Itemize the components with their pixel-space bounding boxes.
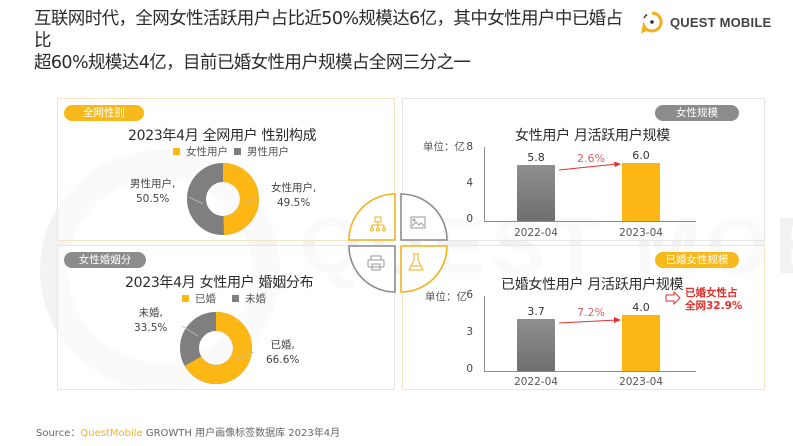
gender-panel: 全网性别 2023年4月 全网用户 性别构成 女性用户 男性用户 男性用户, 5…	[57, 98, 395, 241]
bar-2022-value: 3.7	[527, 305, 545, 318]
x-axis	[484, 371, 696, 372]
female-scale-tag: 女性规模	[655, 105, 739, 121]
ytick: 3	[466, 326, 473, 338]
married-scale-panel: 已婚女性规模 已婚女性用户 月活跃用户规模 单位：亿 6 3 0 3.7 4.0…	[402, 245, 765, 390]
source-detail: GROWTH 用户画像标签数据库 2023年4月	[142, 428, 341, 439]
x-category: 2022-04	[514, 227, 558, 239]
growth-arrow	[558, 317, 621, 324]
legend-unmarried: 未婚	[245, 293, 266, 305]
headline-line1: 互联网时代，全网女性活跃用户占比近50%规模达6亿，其中女性用户中已婚占比	[34, 9, 623, 51]
questmobile-logo: QUEST MOBILE	[640, 10, 771, 34]
bar-2022	[517, 165, 555, 221]
printer-icon	[367, 255, 385, 271]
quadrant-cluster	[348, 193, 448, 293]
ytick: 0	[466, 213, 473, 225]
legend-swatch-married	[182, 295, 189, 302]
gender-label-female: 女性用户, 49.5%	[271, 182, 317, 209]
bar-2023	[622, 163, 660, 221]
image-icon	[410, 216, 426, 229]
marriage-label-married: 已婚, 66.6%	[266, 339, 300, 366]
legend-swatch-female	[173, 148, 180, 155]
legend-swatch-unmarried	[232, 295, 239, 302]
married-scale-title: 已婚女性用户 月活跃用户规模	[501, 277, 684, 293]
bar-2023	[622, 315, 660, 371]
married-share-note: 已婚女性占 全网32.9%	[685, 287, 743, 312]
y-axis	[484, 296, 485, 371]
marriage-donut	[180, 312, 255, 384]
x-category: 2022-04	[514, 376, 558, 388]
flask-icon	[408, 253, 424, 271]
legend-female: 女性用户	[186, 146, 228, 158]
quadrant-top-left	[348, 193, 396, 241]
marriage-tag: 女性婚姻分布	[64, 252, 146, 282]
legend-swatch-male	[234, 148, 241, 155]
growth-rate: 2.6%	[577, 152, 605, 165]
marriage-panel: 女性婚姻分布 2023年4月 女性用户 婚姻分布 已婚 未婚 未婚, 33.5%…	[57, 245, 395, 390]
bar-2022-value: 5.8	[527, 151, 545, 164]
quadrant-bottom-right	[400, 245, 448, 293]
married-scale-tag: 已婚女性规模	[655, 252, 739, 268]
logo-text: QUEST MOBILE	[670, 14, 772, 30]
gender-donut	[187, 163, 260, 235]
x-category: 2023-04	[619, 376, 663, 388]
ytick: 6	[466, 289, 473, 301]
gender-legend: 女性用户 男性用户	[173, 144, 289, 159]
gender-chart-title: 2023年4月 全网用户 性别构成	[128, 128, 317, 144]
callout-arrow-icon	[665, 291, 681, 305]
growth-arrow	[558, 161, 621, 171]
marriage-label-unmarried: 未婚, 33.5%	[134, 307, 168, 334]
gender-label-male: 男性用户, 50.5%	[130, 178, 176, 205]
ytick: 8	[466, 141, 473, 153]
female-scale-panel: 女性规模 女性用户 月活跃用户规模 单位：亿 8 4 0 5.8 6.0 2.6…	[402, 98, 765, 241]
marriage-chart-title: 2023年4月 女性用户 婚姻分布	[125, 275, 314, 291]
married-scale-unit: 单位：亿	[425, 291, 467, 303]
growth-rate: 7.2%	[577, 306, 605, 319]
female-scale-title: 女性用户 月活跃用户规模	[515, 128, 670, 144]
headline: 互联网时代，全网女性活跃用户占比近50%规模达6亿，其中女性用户中已婚占比 超6…	[34, 8, 634, 74]
legend-married: 已婚	[195, 293, 216, 305]
marriage-legend: 已婚 未婚	[182, 291, 266, 306]
bar-2023-value: 4.0	[632, 301, 650, 314]
questmobile-logo-icon	[640, 11, 663, 34]
x-category: 2023-04	[619, 227, 663, 239]
bar-2023-value: 6.0	[632, 149, 650, 162]
source-label: Source：	[36, 428, 81, 439]
legend-male: 男性用户	[247, 146, 289, 158]
gender-tag: 全网性别	[64, 105, 144, 121]
source-footer: Source：QuestMobile GROWTH 用户画像标签数据库 2023…	[36, 424, 340, 439]
x-axis	[484, 221, 696, 222]
hierarchy-icon	[370, 216, 386, 232]
female-scale-unit: 单位：亿	[423, 141, 465, 153]
source-brand: QuestMobile	[80, 428, 143, 439]
ytick: 0	[466, 363, 473, 375]
headline-line2: 超60%规模达4亿，目前已婚女性用户规模占全网三分之一	[34, 53, 471, 73]
y-axis	[484, 147, 485, 221]
bar-2022	[517, 319, 555, 371]
ytick: 4	[466, 177, 473, 189]
